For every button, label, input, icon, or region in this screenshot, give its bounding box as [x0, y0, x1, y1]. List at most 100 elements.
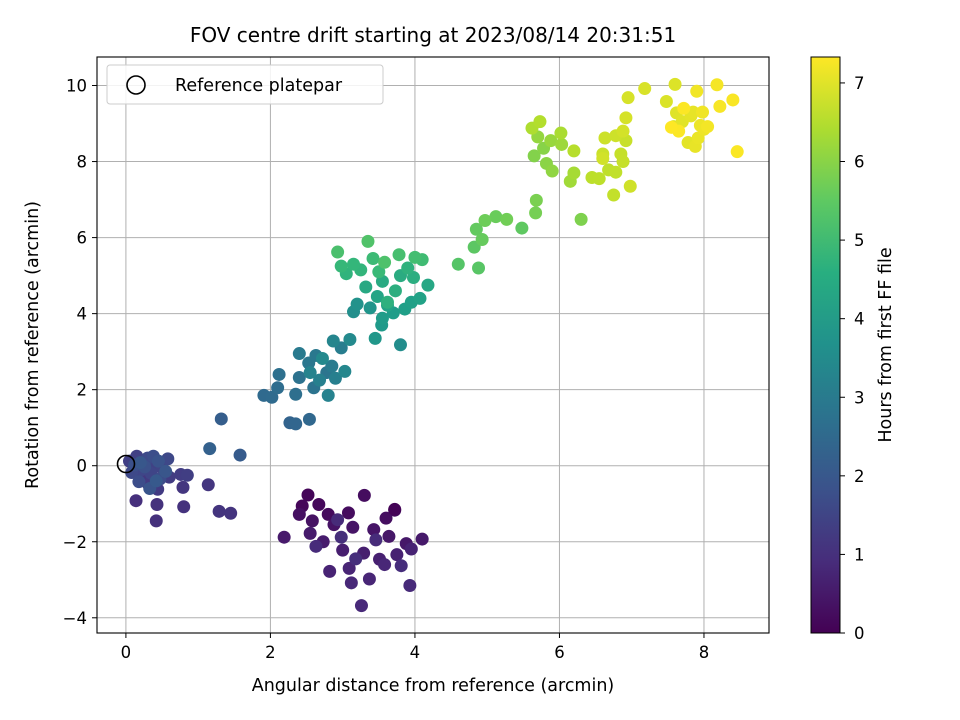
- scatter-point: [354, 599, 368, 613]
- x-tick-label: 0: [121, 643, 132, 662]
- colorbar-tick-label: 4: [854, 310, 865, 329]
- scatter-point: [607, 188, 621, 202]
- scatter-point: [379, 511, 393, 525]
- colorbar-tick-label: 2: [854, 467, 865, 486]
- y-axis-label: Rotation from reference (arcmin): [23, 201, 43, 489]
- colorbar-tick-label: 3: [854, 388, 865, 407]
- scatter-point: [366, 252, 380, 266]
- scatter-point: [404, 542, 418, 556]
- scatter-point: [545, 164, 559, 178]
- scatter-point: [292, 371, 306, 385]
- scatter-point: [664, 120, 678, 134]
- scatter-point: [567, 166, 581, 180]
- scatter-point: [342, 561, 356, 575]
- scatter-point: [343, 332, 357, 346]
- scatter-point: [451, 257, 465, 271]
- scatter-point: [180, 468, 194, 482]
- scatter-point: [392, 248, 406, 262]
- scatter-point: [372, 265, 386, 279]
- scatter-point: [292, 347, 306, 361]
- scatter-point: [710, 78, 724, 92]
- scatter-point: [533, 115, 547, 129]
- scatter-point: [272, 367, 286, 381]
- y-tick-label: 0: [77, 457, 88, 476]
- scatter-points: [123, 77, 744, 613]
- scatter-point: [592, 172, 606, 186]
- scatter-point: [302, 412, 316, 426]
- scatter-point: [713, 99, 727, 113]
- scatter-point: [598, 131, 612, 145]
- scatter-point: [515, 221, 529, 235]
- scatter-point: [326, 334, 340, 348]
- scatter-point: [350, 297, 364, 311]
- colorbar-tick-label: 7: [854, 74, 865, 93]
- scatter-point: [421, 278, 435, 292]
- scatter-point: [203, 442, 217, 456]
- scatter-point: [726, 93, 740, 107]
- scatter-point: [619, 111, 633, 125]
- x-tick-label: 2: [265, 643, 276, 662]
- x-axis-label: Angular distance from reference (arcmin): [252, 676, 615, 696]
- scatter-point: [609, 165, 623, 179]
- scatter-point: [331, 245, 345, 259]
- colorbar-ticks: 0 1 2 3 4 5 6 7: [840, 74, 865, 643]
- scatter-point: [344, 576, 358, 590]
- scatter-point: [321, 388, 335, 402]
- scatter-point: [554, 126, 568, 140]
- scatter-point: [394, 559, 408, 573]
- scatter-point: [382, 529, 396, 543]
- scatter-point: [574, 212, 588, 226]
- y-tick-label: 2: [77, 381, 88, 400]
- scatter-point: [149, 514, 163, 528]
- y-tick-label: 4: [77, 305, 88, 324]
- scatter-point: [370, 290, 384, 304]
- scatter-point: [478, 213, 492, 227]
- scatter-point: [363, 301, 377, 315]
- scatter-point: [408, 250, 422, 264]
- y-tick-label: −2: [63, 533, 87, 552]
- plot-frame: [96, 56, 770, 634]
- scatter-point: [303, 526, 317, 540]
- y-axis-ticks: −4 −2 0 2 4 6 8 10: [63, 77, 97, 628]
- chart-title: FOV centre drift starting at 2023/08/14 …: [190, 23, 676, 47]
- scatter-point: [413, 291, 427, 305]
- scatter-point: [406, 271, 420, 285]
- grid: [97, 57, 769, 633]
- scatter-point: [388, 502, 402, 516]
- scatter-point: [133, 456, 147, 470]
- legend-marker-icon: [126, 75, 146, 95]
- scatter-point: [214, 412, 228, 426]
- colorbar-gradient: [810, 56, 841, 634]
- colorbar-tick-label: 6: [854, 153, 865, 172]
- scatter-point: [544, 134, 558, 148]
- scatter-point: [346, 520, 360, 534]
- scatter-point: [701, 120, 715, 134]
- scatter-point: [325, 359, 339, 373]
- x-tick-label: 6: [554, 643, 565, 662]
- scatter-point: [265, 390, 279, 404]
- y-tick-label: 8: [77, 153, 88, 172]
- scatter-point: [415, 532, 429, 546]
- scatter-point: [677, 101, 691, 115]
- scatter-point: [233, 448, 247, 462]
- x-tick-label: 8: [699, 643, 710, 662]
- scatter-point: [638, 82, 652, 96]
- scatter-point: [132, 475, 146, 489]
- scatter-point: [367, 523, 381, 537]
- colorbar-tick-label: 1: [854, 545, 865, 564]
- scatter-point: [368, 331, 382, 345]
- colorbar-label: Hours from first FF file: [876, 247, 896, 442]
- x-axis-ticks: 0 2 4 6 8: [121, 633, 710, 662]
- scatter-point: [362, 572, 376, 586]
- scatter-point: [668, 77, 682, 91]
- scatter-point: [529, 193, 543, 207]
- scatter-point: [369, 533, 383, 547]
- scatter-point: [359, 280, 373, 294]
- colorbar-tick-label: 5: [854, 231, 865, 250]
- scatter-point: [334, 530, 348, 544]
- scatter-point: [313, 373, 327, 387]
- scatter-point: [349, 552, 363, 566]
- legend-box: [106, 64, 384, 105]
- scatter-point: [357, 488, 371, 502]
